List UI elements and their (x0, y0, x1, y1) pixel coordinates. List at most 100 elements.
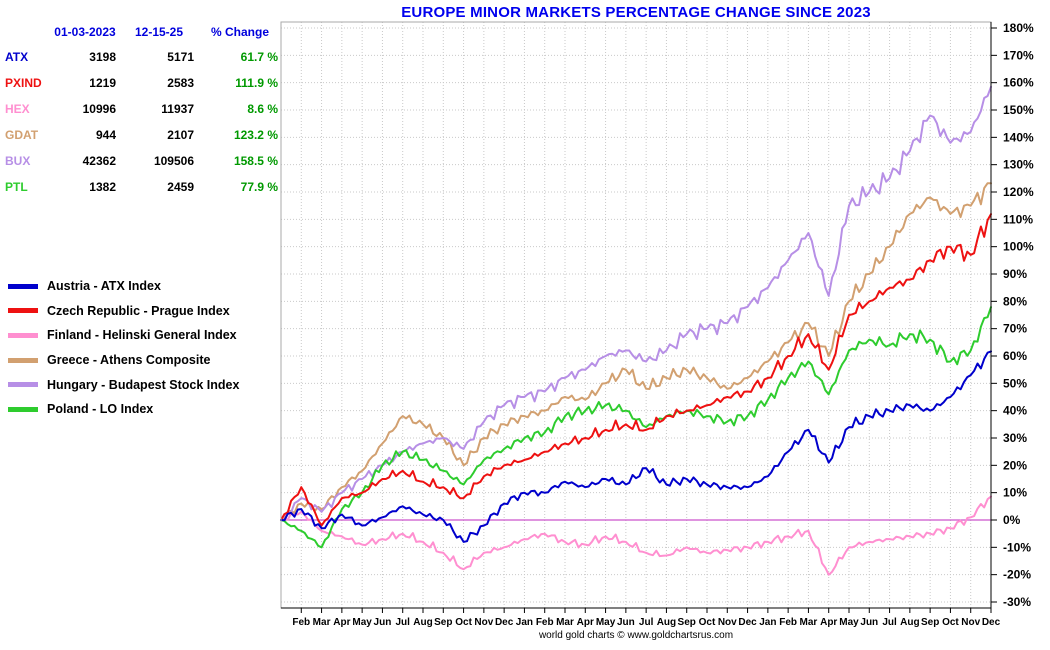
stats-end-value: 2107 (167, 128, 194, 142)
x-axis-label: Mar (313, 617, 331, 628)
legend-swatch-bux (8, 382, 38, 388)
legend-label: Czech Republic - Prague Index (47, 303, 230, 318)
x-axis-label: Feb (536, 617, 554, 628)
stats-row-atx: ATX 3198 5171 61.7 % (2, 44, 282, 70)
x-axis-label: Sep (921, 617, 939, 628)
y-axis-label: 30% (1003, 431, 1027, 445)
x-axis-label: Jun (374, 617, 392, 628)
footer-credit: world gold charts © www.goldchartsrus.co… (538, 630, 734, 641)
legend-label: Finland - Helinski General Index (47, 328, 237, 343)
y-axis-label: -10% (1003, 540, 1031, 554)
stats-end-value: 5171 (167, 50, 194, 64)
x-axis-label: Dec (495, 617, 514, 628)
series-line-atx (280, 350, 992, 543)
x-axis-label: May (596, 617, 616, 628)
stats-change-value: 158.5 % (233, 154, 278, 168)
stats-start-value: 42362 (82, 154, 116, 168)
x-axis-label: Dec (982, 617, 1001, 628)
y-axis-label: 0% (1003, 513, 1021, 527)
y-axis-label: 120% (1003, 185, 1034, 199)
stats-change-value: 8.6 % (247, 102, 278, 116)
stats-table: 01-03-2023 12-15-25 % Change ATX 3198 5171 61… (2, 20, 282, 200)
legend-swatch-ptl (8, 406, 38, 412)
series-line-pxind (280, 213, 992, 527)
legend-label: Austria - ATX Index (47, 279, 161, 294)
stats-change-value: 111.9 % (235, 76, 278, 90)
chart-title: EUROPE MINOR MARKETS PERCENTAGE CHANGE S… (401, 4, 871, 21)
x-axis-label: Apr (820, 617, 837, 628)
stats-change-value: 77.9 % (240, 180, 278, 194)
x-axis-label: May (352, 617, 372, 628)
stats-ticker: PTL (5, 180, 28, 194)
stats-change-value: 61.7 % (240, 50, 278, 64)
x-axis-label: Jan (759, 617, 776, 628)
x-axis-label: Aug (900, 617, 919, 628)
stats-end-value: 2459 (167, 180, 194, 194)
stats-header-row: 01-03-2023 12-15-25 % Change (2, 20, 282, 44)
y-axis-label: 90% (1003, 267, 1027, 281)
x-axis-label: Dec (738, 617, 757, 628)
y-axis-label: -30% (1003, 595, 1031, 609)
x-axis-label: Oct (455, 617, 472, 628)
stats-start-value: 10996 (82, 102, 116, 116)
series-line-hex (280, 495, 992, 576)
stats-row-gdat: GDAT 944 2107 123.2 % (2, 122, 282, 148)
stats-ticker: PXIND (5, 76, 42, 90)
x-axis-label: Feb (292, 617, 310, 628)
x-axis-label: Oct (942, 617, 959, 628)
stats-end-value: 109506 (153, 154, 194, 168)
x-axis-label: Feb (779, 617, 797, 628)
stats-ticker: ATX (5, 50, 29, 64)
stats-row-ptl: PTL 1382 2459 77.9 % (2, 174, 282, 200)
y-axis-label: 50% (1003, 376, 1027, 390)
y-axis-label: 60% (1003, 349, 1027, 363)
y-axis-label: 170% (1003, 48, 1034, 62)
stats-header-1: 12-15-25 (134, 25, 184, 39)
y-axis-label: 110% (1003, 212, 1033, 226)
x-axis-label: Jun (860, 617, 878, 628)
y-axis-label: -20% (1003, 568, 1031, 582)
stats-ticker: GDAT (5, 128, 39, 142)
series-line-ptl (280, 306, 992, 549)
legend-item-pxind: Czech Republic - Prague Index (8, 299, 239, 324)
x-axis-label: Mar (800, 617, 818, 628)
stats-end-value: 2583 (167, 76, 194, 90)
legend: Austria - ATX Index Czech Republic - Prag… (8, 274, 239, 422)
stats-start-value: 3198 (89, 50, 116, 64)
y-axis-label: 180% (1003, 21, 1034, 35)
x-axis-label: Aug (657, 617, 676, 628)
x-axis-label: Nov (718, 617, 737, 628)
stats-start-value: 1382 (89, 180, 116, 194)
y-axis-label: 140% (1003, 130, 1034, 144)
x-axis-label: Apr (333, 617, 350, 628)
legend-item-hex: Finland - Helinski General Index (8, 323, 239, 348)
x-axis-labels: Feb Mar Apr May Jun Jul Aug Sep Oct Nov Dec Jan Feb M… (292, 608, 1001, 628)
legend-item-ptl: Poland - LO Index (8, 397, 239, 422)
stats-change-value: 123.2 % (233, 128, 278, 142)
y-axis-label: 150% (1003, 103, 1034, 117)
legend-item-gdat: Greece - Athens Composite (8, 348, 239, 373)
x-axis-label: Aug (413, 617, 432, 628)
x-axis-label: Jul (639, 617, 654, 628)
y-axis-label: 10% (1003, 486, 1027, 500)
stats-start-value: 1219 (89, 76, 116, 90)
x-axis-label: Apr (577, 617, 594, 628)
stats-start-value: 944 (95, 128, 116, 142)
x-axis-label: Nov (474, 617, 493, 628)
y-axis-labels: 180% 170% 160% 150% 140% 130% 120% 110% 100% 90% 8… (991, 21, 1034, 609)
stats-row-hex: HEX 10996 11937 8.6 % (2, 96, 282, 122)
x-axis-label: Jun (617, 617, 635, 628)
legend-label: Hungary - Budapest Stock Index (47, 377, 240, 392)
y-axis-label: 40% (1003, 404, 1027, 418)
stats-header-0: 01-03-2023 (54, 25, 116, 39)
stats-row-pxind: PXIND 1219 2583 111.9 % (2, 70, 282, 96)
x-axis-label: Jul (882, 617, 897, 628)
stats-header-2: % Change (210, 25, 269, 39)
x-axis-label: May (839, 617, 859, 628)
legend-swatch-atx (8, 283, 38, 289)
y-axis-label: 80% (1003, 294, 1027, 308)
legend-label: Greece - Athens Composite (47, 353, 211, 368)
y-axis-label: 20% (1003, 458, 1027, 472)
series-line-bux (280, 85, 992, 521)
